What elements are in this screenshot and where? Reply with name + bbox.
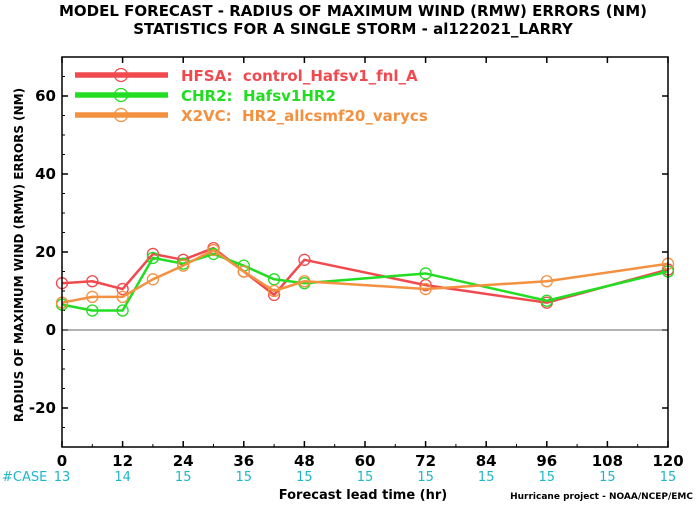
series-layer (55, 241, 675, 317)
legend-label: HFSA: control_Hafsv1_fnl_A (181, 67, 418, 85)
data-point (419, 278, 432, 292)
x-axis-label: Forecast lead time (hr) (279, 488, 447, 503)
case-count: 13 (54, 470, 71, 485)
y-tick-label: 60 (35, 87, 56, 105)
case-count: 15 (417, 470, 434, 485)
legend-swatch-marker (113, 107, 129, 123)
data-point (298, 275, 311, 288)
chart-title-line2: STATISTICS FOR A SINGLE STORM - al122021… (133, 20, 574, 38)
y-tick-label: 20 (35, 243, 56, 261)
data-point (267, 288, 281, 302)
y-axis-ticks: -20 0 20 40 60 (29, 56, 668, 448)
x-tick-label: 120 (652, 452, 683, 470)
case-count: 15 (357, 470, 374, 485)
case-count: 15 (296, 470, 313, 485)
series-line (61, 252, 669, 312)
legend-label: X2VC: HR2_allcsmf20_varycs (181, 107, 428, 125)
data-point (116, 304, 129, 317)
legend: HFSA: control_Hafsv1_fnl_A CHR2: Hafsv1HR… (75, 67, 428, 125)
data-point (177, 259, 190, 272)
x-tick-label: 72 (415, 452, 436, 470)
plot-frame (61, 56, 669, 448)
x-tick-label: 24 (173, 452, 194, 470)
case-count: 15 (175, 470, 192, 485)
case-count: 14 (114, 470, 131, 485)
legend-swatch-marker (113, 87, 129, 103)
x-tick-label: 60 (355, 452, 376, 470)
x-tick-label: 0 (57, 452, 67, 470)
x-tick-label: 12 (112, 452, 133, 470)
data-point (86, 290, 99, 304)
case-count: 15 (539, 470, 556, 485)
case-count: 15 (478, 470, 495, 485)
case-count-row: #CASE 13 14 15 15 15 15 15 15 15 15 15 (2, 470, 676, 485)
data-point (207, 243, 220, 257)
case-count: 15 (236, 470, 253, 485)
x-tick-label: 84 (476, 452, 497, 470)
x-tick-label: 36 (233, 452, 254, 470)
legend-swatch-marker (113, 67, 129, 83)
case-count: 15 (599, 470, 616, 485)
data-point (540, 275, 553, 288)
x-axis-ticks: 0 12 24 36 48 60 72 84 96 108 120 (57, 57, 684, 470)
y-tick-label: -20 (29, 399, 56, 417)
case-label: #CASE (2, 470, 47, 485)
y-tick-label: 40 (35, 165, 56, 183)
data-point (116, 290, 129, 304)
x-tick-label: 96 (536, 452, 557, 470)
data-point (298, 253, 311, 266)
data-point (540, 294, 553, 307)
data-point (419, 267, 432, 280)
data-point (86, 304, 99, 317)
x-tick-label: 108 (592, 452, 623, 470)
data-point (146, 273, 160, 286)
data-point (267, 284, 281, 298)
y-tick-label: 0 (46, 321, 56, 339)
credit-text: Hurricane project - NOAA/NCEP/EMC (510, 492, 693, 502)
y-axis-label: RADIUS OF MAXIMUM WIND (RMW) ERRORS (NM) (12, 88, 26, 422)
legend-label: CHR2: Hafsv1HR2 (181, 87, 336, 105)
data-point (237, 265, 250, 278)
data-point (86, 275, 99, 288)
data-point (267, 273, 281, 286)
x-tick-label: 48 (294, 452, 315, 470)
chart-title-line1: MODEL FORECAST - RADIUS OF MAXIMUM WIND … (59, 2, 647, 20)
data-point (116, 282, 129, 296)
case-count: 15 (660, 470, 677, 485)
data-point (419, 282, 432, 296)
data-point (146, 251, 160, 265)
